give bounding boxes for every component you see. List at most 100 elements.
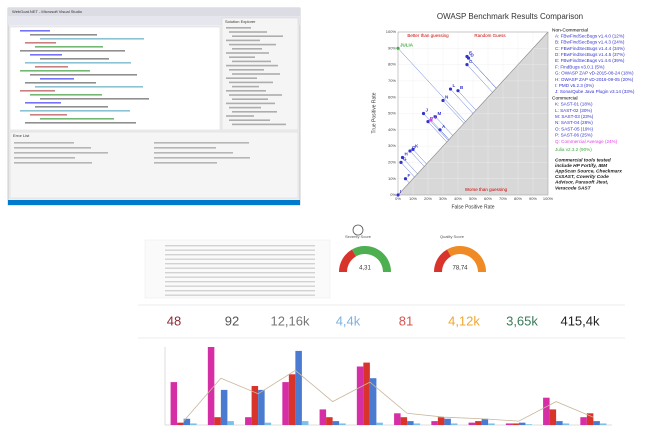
legend-entry: H: OWASP ZAP vD-2016-09-05 (20%) [555,77,634,82]
gauge-red [339,249,357,273]
kpi-value: 48 [167,313,181,328]
note-line: Commercial tools tested [555,157,612,163]
code-line [20,50,125,52]
x-tick-label: 30% [439,196,447,201]
annotation: Worse than guessing [465,187,508,192]
x-tick-label: 50% [469,196,477,201]
code-line [25,122,136,124]
score-line [435,116,453,136]
bar [599,423,607,425]
x-tick-label: 90% [529,196,537,201]
code-line [30,114,67,116]
data-point [465,54,469,59]
code-line [20,90,55,92]
bar [512,423,519,425]
data-point [429,118,433,122]
data-point [465,63,469,67]
tree-item [229,56,255,58]
data-point [396,193,400,197]
x-tick-label: 10% [409,196,417,201]
point-label: C [469,59,473,64]
point-label: O [412,145,416,150]
tree-item [232,60,271,63]
bar [488,423,495,425]
x-axis-label: False Positive Rate [451,204,494,210]
tree-item [232,48,262,50]
code-line [20,110,130,112]
code-line [25,82,96,84]
data-table [144,239,331,299]
table-row [165,254,315,256]
data-point [426,120,430,124]
plot-frame [397,31,549,196]
score-line [412,149,427,165]
legend-header: Non-Commercial [552,27,588,33]
gauge-fill [352,246,391,273]
tree-item [226,64,278,67]
table-row [165,245,315,247]
tree-item [226,102,275,105]
vs-status-bar [8,200,300,205]
x-tick-label: 80% [514,196,522,201]
legend-entry: M: SAST-03 (23%) [555,114,594,119]
bar [450,423,458,425]
bar [431,421,438,425]
point-label: JULIA [400,42,414,47]
table-row [165,267,315,269]
dashboard: Severity Score 4,31 Quality Score 78,74 48 92… [138,222,625,436]
vs-bottom-panel [9,131,299,199]
bar [258,389,265,425]
list-item [154,162,217,164]
score-line [397,48,466,122]
y-tick-label: 50% [388,111,396,116]
vs-code [14,27,286,164]
bar [468,422,476,425]
y-tick-label: 30% [388,143,396,148]
legend-entry: G: OWASP ZAP vD-2015-08-24 (18%) [555,71,634,76]
bar [586,413,594,425]
code-line [35,86,143,88]
gauge-title: Severity Score [345,234,372,239]
point-label: I [400,189,401,194]
bar [580,417,587,425]
bar [326,417,333,425]
bar [295,350,302,425]
bar [227,421,234,425]
bar [264,422,272,425]
tree-item [229,69,264,71]
bar [214,417,221,425]
bar [400,417,408,425]
tree-item [229,119,270,121]
kpi-value: 92 [225,313,239,328]
point-label: E [469,51,472,56]
score-line [442,100,465,124]
data-point [433,115,438,119]
bar [549,409,557,425]
tree-item [226,39,260,42]
score-line [457,90,477,111]
point-label: J [426,108,429,113]
code-line [25,102,61,104]
gauge-value: 78,74 [452,266,468,272]
legend-entry: I: PMD v5.2.3 (0%) [555,83,594,88]
x-tick-label: 60% [484,196,492,201]
x-tick-label: 40% [454,196,462,201]
kpi-value: 4,12k [448,313,480,328]
code-line [20,70,90,72]
data-point [411,147,415,151]
note-line: AppScan Source, Checkmarx [554,168,622,174]
point-label: H [405,152,408,157]
code-line [30,74,137,76]
bar [475,421,482,425]
data-point [456,89,460,93]
legend-entry: E: FBwFindSecBugs v1.4.6 (39%) [555,58,625,63]
list-item [14,142,74,144]
x-tick-label: 0% [395,196,401,201]
legend-entry: J: SonarQube Java Plugin v3.14 (33%) [555,89,635,94]
owasp-title: OWASP Benchmark Results Comparison [437,12,583,21]
table-row [165,258,315,260]
bar [245,417,252,425]
y-tick-label: 10% [388,176,396,181]
code-line [35,106,108,108]
bar [282,382,289,425]
